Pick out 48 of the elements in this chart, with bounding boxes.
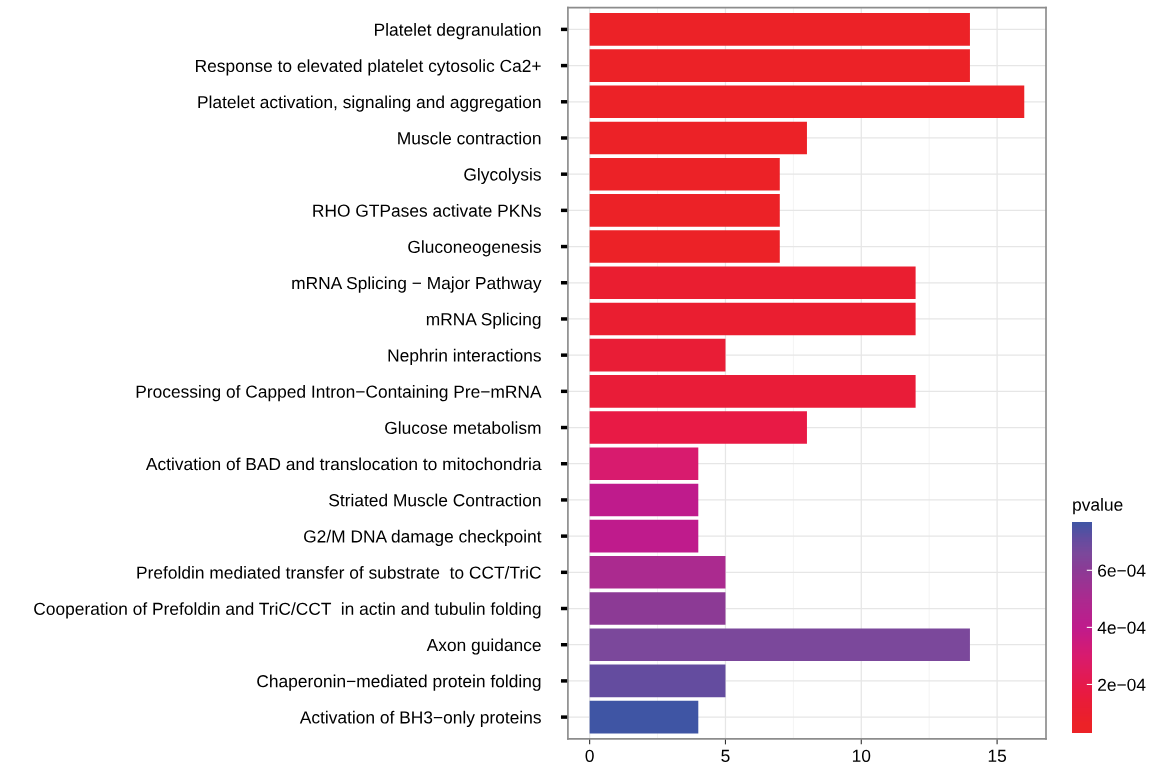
bar bbox=[589, 230, 780, 263]
bar bbox=[589, 483, 699, 517]
y-tick-label: Glucose metabolism bbox=[385, 421, 541, 434]
y-tick-label: Response to elevated platelet cytosolic Ca2+ bbox=[196, 59, 541, 76]
y-tick-label: Glycolysis bbox=[464, 167, 541, 185]
bar bbox=[589, 700, 699, 734]
y-tick-label: mRNA Splicing bbox=[426, 312, 541, 329]
x-tick-label: 0 bbox=[585, 749, 594, 762]
y-tick-label: G2/M DNA damage checkpoint bbox=[304, 529, 542, 547]
bar bbox=[589, 85, 1025, 119]
x-tick-label: 15 bbox=[988, 749, 1007, 762]
bar bbox=[589, 411, 807, 444]
bar bbox=[589, 49, 970, 82]
y-tick-label: mRNA Splicing − Major Pathway bbox=[292, 276, 542, 293]
y-tick-label: Striated Muscle Contraction bbox=[329, 493, 541, 507]
y-tick-label: Activation of BH3−only proteins bbox=[299, 710, 541, 727]
x-tick-label: 5 bbox=[721, 749, 730, 762]
x-tick-label: 10 bbox=[852, 749, 871, 762]
bar bbox=[589, 375, 916, 408]
color-bar-label: 4e−04 bbox=[1097, 621, 1146, 634]
y-tick-label: Cooperation of Prefoldin and TriC/CCT in actin and tubulin folding bbox=[34, 602, 541, 619]
y-tick-label: Processing of Capped Intron−Containing Pre−mRNA bbox=[136, 385, 542, 402]
y-tick-label: Muscle contraction bbox=[398, 131, 541, 145]
bar bbox=[589, 556, 726, 589]
bar bbox=[589, 157, 780, 191]
y-tick-label: Activation of BAD and translocation to mitochondria bbox=[145, 457, 542, 471]
y-tick-label: Prefoldin mediated transfer of substrate to CCT/TriC bbox=[137, 566, 541, 579]
y-tick-label: Axon guidance bbox=[426, 638, 541, 655]
color-bar-label: 2e−04 bbox=[1098, 678, 1146, 691]
bar bbox=[589, 519, 699, 553]
y-tick-label: RHO GTPases activate PKNs bbox=[313, 204, 541, 217]
y-tick-label: Gluconeogenesis bbox=[408, 240, 541, 257]
bar bbox=[589, 447, 699, 481]
y-tick-label: Platelet degranulation bbox=[375, 23, 541, 40]
bar bbox=[589, 628, 970, 661]
bar bbox=[589, 266, 916, 300]
bar bbox=[589, 13, 970, 46]
color-bar-label: 6e−04 bbox=[1098, 564, 1146, 577]
bar bbox=[589, 338, 726, 372]
bar bbox=[589, 194, 780, 227]
y-tick-label: Chaperonin−mediated protein folding bbox=[257, 674, 541, 691]
bar bbox=[589, 302, 916, 336]
bar bbox=[589, 664, 726, 698]
bar bbox=[589, 121, 807, 155]
y-tick-label: Nephrin interactions bbox=[388, 348, 541, 366]
y-tick-label: Platelet activation, signaling and aggregation bbox=[198, 95, 541, 112]
bar bbox=[589, 592, 726, 625]
color-bar-title: pvalue bbox=[1073, 498, 1123, 515]
